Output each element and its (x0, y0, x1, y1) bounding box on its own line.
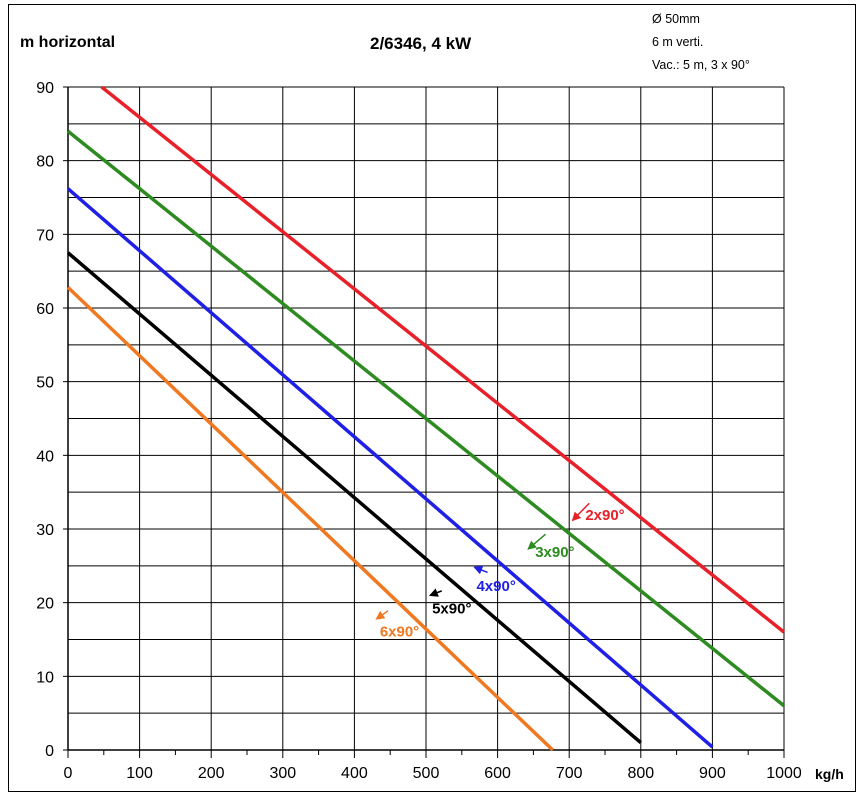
y-tick-label: 10 (36, 669, 54, 686)
x-tick-label: 0 (64, 765, 73, 782)
annotation-arrow (375, 610, 389, 620)
annotation-arrow (428, 588, 443, 597)
y-tick-label: 0 (45, 743, 54, 760)
annotation-label: 6x90° (380, 624, 419, 641)
series-line (66, 129, 786, 708)
y-tick-label: 30 (36, 522, 54, 539)
annotation-label: 5x90° (432, 601, 471, 618)
y-tick-label: 50 (36, 375, 54, 392)
x-tick-label: 1000 (766, 765, 802, 782)
x-tick-label: 900 (699, 765, 726, 782)
axes: 0 100 200 300 400 500 600 700 800 900 1000 0 10 20 30 4… (36, 80, 802, 782)
series-line (66, 286, 554, 752)
series-line (66, 251, 642, 744)
annotation-arrow (473, 565, 488, 575)
annotation-arrow (571, 502, 590, 522)
x-tick-label: 700 (556, 765, 583, 782)
annotation-label: 4x90° (476, 578, 515, 595)
y-tick-label: 90 (36, 80, 54, 97)
y-tick-label: 80 (36, 154, 54, 171)
annotation-arrow (527, 533, 547, 550)
y-tick-label: 70 (36, 227, 54, 244)
annotations: 2x90° 3x90° 4x90° 5x90° 6x90° (375, 502, 625, 641)
x-tick-label: 800 (627, 765, 654, 782)
y-tick-label: 20 (36, 596, 54, 613)
x-axis-unit: kg/h (815, 766, 844, 782)
note-diameter: Ø 50mm (652, 12, 700, 26)
series-group (66, 85, 786, 752)
annotation-label: 3x90° (535, 544, 574, 561)
y-tick-label: 40 (36, 448, 54, 465)
y-axis-label: m horizontal (20, 34, 116, 51)
chart-title: 2/6346, 4 kW (370, 34, 472, 53)
note-vertical: 6 m verti. (652, 35, 704, 49)
x-tick-label: 500 (413, 765, 440, 782)
x-tick-label: 200 (198, 765, 225, 782)
x-tick-label: 100 (126, 765, 153, 782)
annotation-label: 2x90° (585, 507, 624, 524)
series-line (66, 187, 714, 749)
series-line (100, 85, 786, 634)
x-tick-label: 400 (341, 765, 368, 782)
chart-frame (8, 4, 856, 792)
note-vacuum: Vac.: 5 m, 3 x 90° (652, 58, 750, 72)
y-tick-label: 60 (36, 301, 54, 318)
x-tick-label: 300 (269, 765, 296, 782)
x-tick-label: 600 (484, 765, 511, 782)
